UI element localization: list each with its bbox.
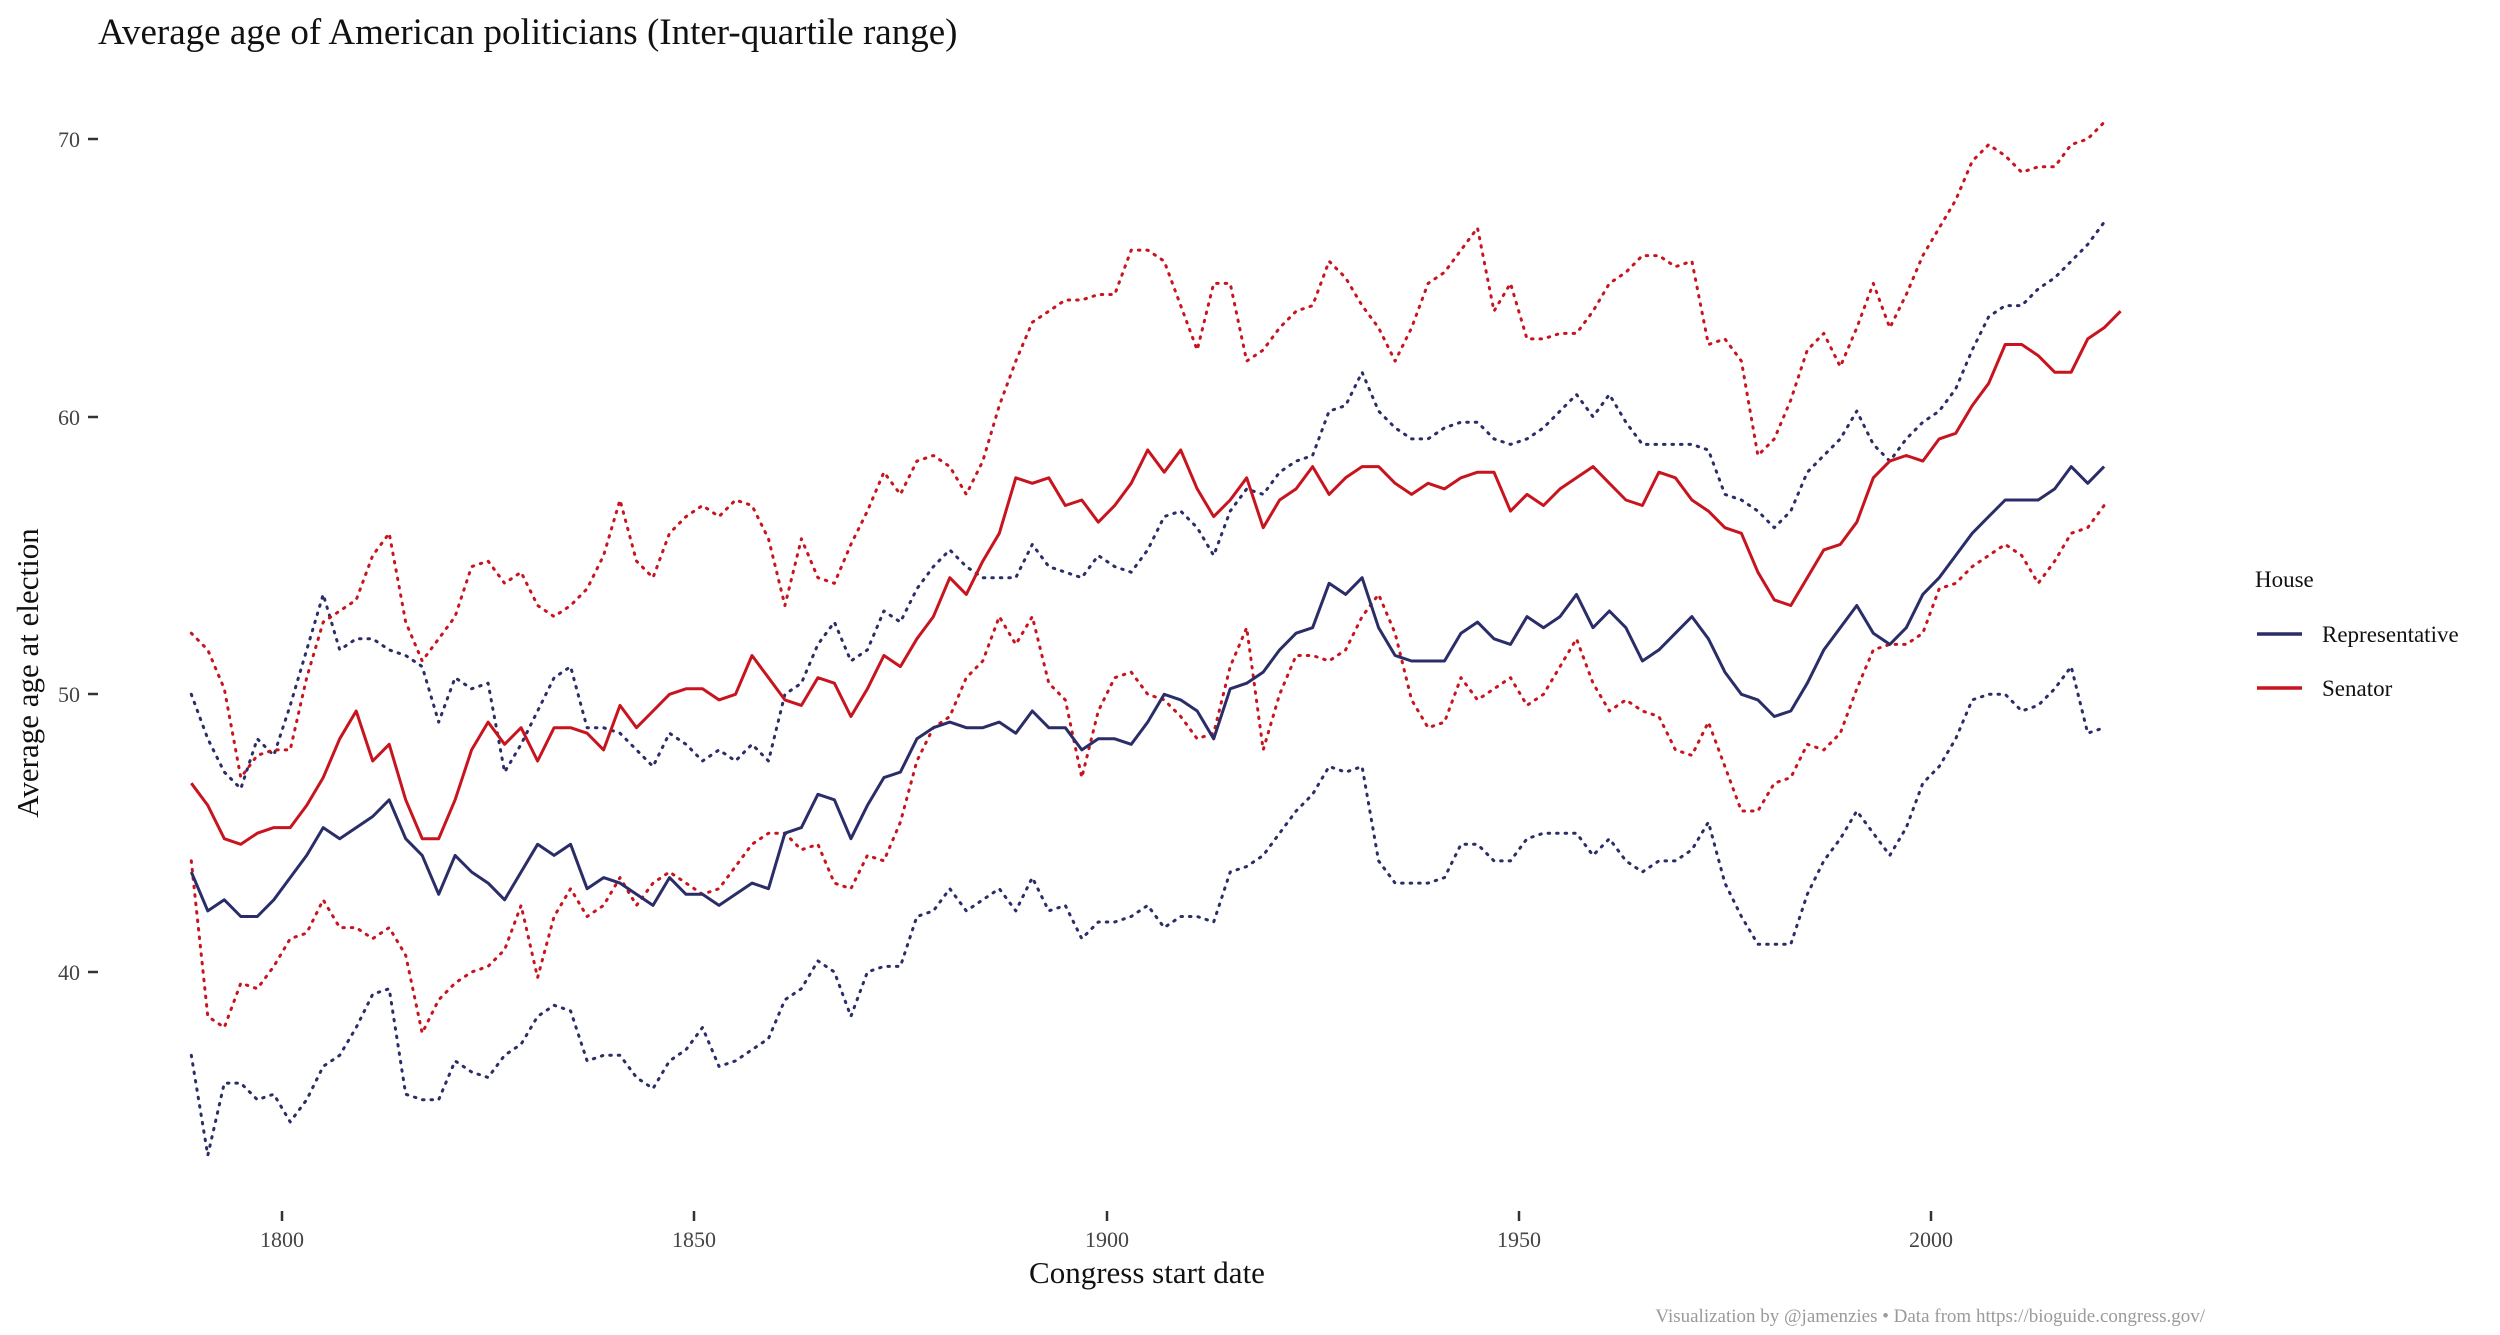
series-line-senator-q3 bbox=[189, 120, 2106, 780]
legend-label-representative: Representative bbox=[2322, 622, 2459, 647]
series-line-representative-mean bbox=[189, 465, 2106, 918]
x-tick-label: 1850 bbox=[672, 1227, 716, 1252]
x-tick-label: 1800 bbox=[260, 1227, 304, 1252]
x-tick-label: 1950 bbox=[1497, 1227, 1541, 1252]
y-axis: 70 60 50 40 bbox=[58, 127, 98, 985]
y-axis-title: Average age at election bbox=[10, 528, 45, 818]
series-line-senator-mean bbox=[190, 310, 2122, 846]
x-axis: 1800 1850 1900 1950 2000 bbox=[260, 1211, 1953, 1252]
x-axis-title: Congress start date bbox=[1029, 1255, 1265, 1290]
series-layer bbox=[189, 120, 2122, 1157]
y-tick-label: 70 bbox=[58, 127, 80, 152]
legend: House Representative Senator bbox=[2255, 567, 2459, 701]
series-line-senator-q1 bbox=[189, 504, 2106, 1035]
series-line-representative-q3 bbox=[189, 220, 2106, 791]
chart-title: Average age of American politicians (Int… bbox=[98, 12, 957, 53]
legend-label-senator: Senator bbox=[2322, 676, 2393, 701]
series-line-representative-q1 bbox=[189, 665, 2106, 1157]
x-tick-label: 2000 bbox=[1909, 1227, 1953, 1252]
caption: Visualization by @jamenzies • Data from … bbox=[1655, 1306, 2205, 1327]
y-tick-label: 60 bbox=[58, 405, 80, 430]
y-tick-label: 50 bbox=[58, 682, 80, 707]
y-tick-label: 40 bbox=[58, 960, 80, 985]
legend-title: House bbox=[2255, 567, 2314, 592]
x-tick-label: 1900 bbox=[1085, 1227, 1129, 1252]
